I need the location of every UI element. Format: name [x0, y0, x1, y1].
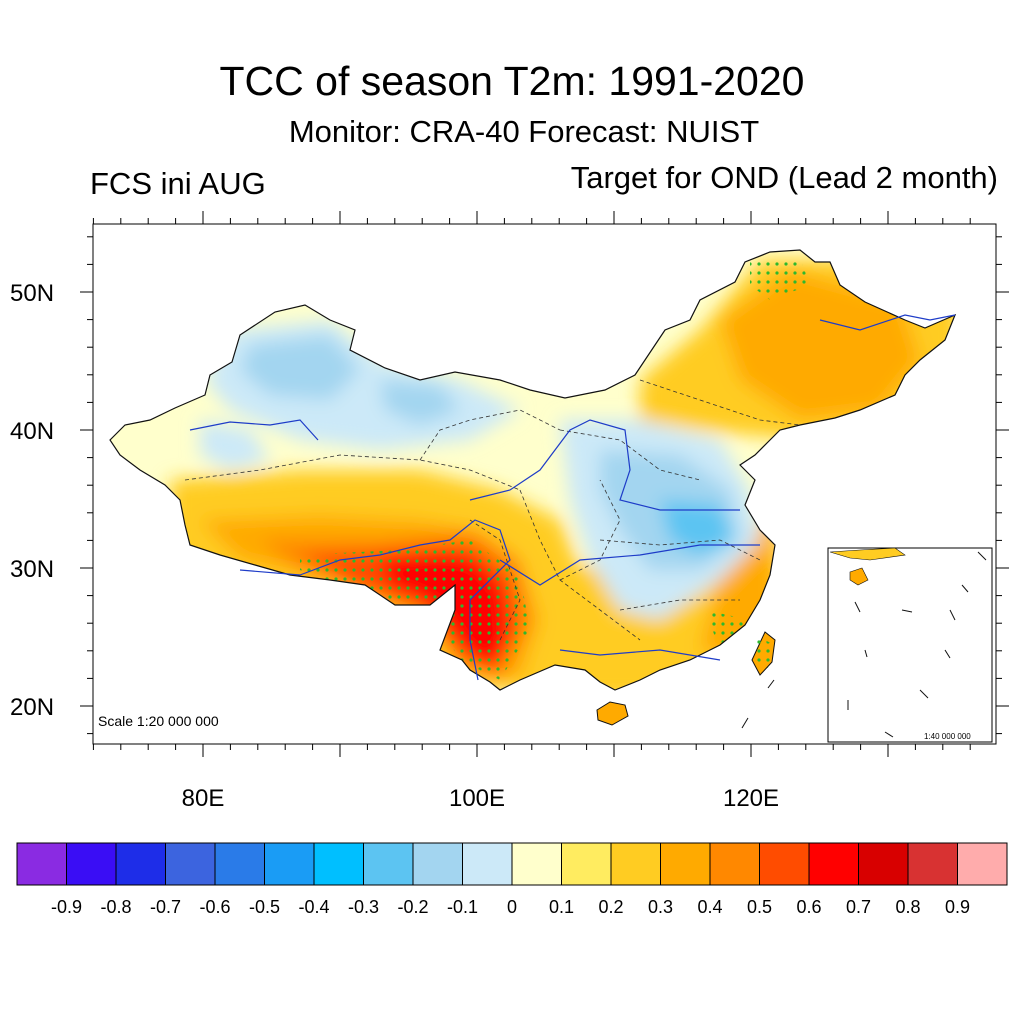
colorbar-swatch — [808, 842, 859, 886]
lat-tick-label: 50N — [10, 280, 54, 307]
colorbar-swatch — [759, 842, 810, 886]
colorbar-swatch — [16, 842, 67, 886]
province-borders — [184, 379, 801, 641]
colorbar-swatch — [858, 842, 909, 886]
colorbar-swatch — [957, 842, 1008, 886]
axis-ticks — [80, 211, 1009, 757]
init-label: FCS ini AUG — [90, 166, 266, 201]
colorbar-tick-label: 0.6 — [796, 897, 822, 917]
target-label: Target for OND (Lead 2 month) — [570, 160, 998, 195]
colorbar-swatch — [709, 842, 760, 886]
colorbar-tick-label: 0 — [506, 897, 518, 917]
lat-tick-label: 20N — [10, 694, 54, 721]
colorbar-swatch — [511, 842, 562, 886]
colorbar-tick-label: 0.7 — [845, 897, 872, 917]
lat-labels: 50N 40N 30N 20N — [10, 280, 54, 721]
colorbar-tick-label: -0.3 — [347, 897, 380, 917]
scale-label: Scale 1:20 000 000 — [98, 713, 219, 729]
colorbar-tick-label: -0.5 — [248, 897, 281, 917]
lon-labels: 80E 100E 120E — [182, 785, 779, 812]
colorbar-swatch — [412, 842, 463, 886]
colorbar — [16, 842, 1008, 886]
colorbar-tick-label: 0.8 — [895, 897, 921, 917]
colorbar-swatch — [907, 842, 958, 886]
colorbar-swatch — [214, 842, 265, 886]
colorbar-swatch — [115, 842, 166, 886]
colorbar-swatch — [561, 842, 612, 886]
colorbar-tick-label: 0.3 — [647, 897, 674, 917]
colorbar-tick-label: 0.2 — [598, 897, 624, 917]
colorbar-swatch — [313, 842, 364, 886]
taiwan-stipple — [754, 635, 775, 668]
lat-tick-label: 30N — [10, 556, 54, 583]
colorbar-tick-label: 0.5 — [746, 897, 773, 917]
colorbar-tick-label: -0.9 — [50, 897, 83, 917]
colorbar-tick-label: 0.4 — [697, 897, 723, 917]
colorbar-swatch — [462, 842, 513, 886]
colorbar-swatch — [264, 842, 315, 886]
colorbar-tick-label: -0.4 — [298, 897, 330, 917]
inset-scale-label: 1:40 000 000 — [924, 732, 971, 741]
hainan-island — [596, 701, 629, 726]
colorbar-swatch — [610, 842, 661, 886]
colorbar-tick-label: 0.1 — [548, 897, 575, 917]
chart-subtitle: Monitor: CRA-40 Forecast: NUIST — [288, 114, 760, 149]
china-outline — [109, 249, 957, 691]
lat-tick-label: 40N — [10, 418, 54, 445]
colorbar-swatch — [660, 842, 711, 886]
rivers — [189, 314, 956, 681]
colorbar-tick-label: -0.8 — [100, 897, 132, 917]
lon-tick-label: 80E — [182, 785, 225, 812]
colorbar-tick-label: -0.1 — [446, 897, 479, 917]
colorbar-tick-label: -0.6 — [199, 897, 231, 917]
lon-tick-label: 120E — [723, 785, 779, 812]
south-china-sea-inset: 1:40 000 000 — [827, 547, 993, 743]
colorbar-tick-label: 0.9 — [944, 897, 971, 917]
colorbar-swatch — [165, 842, 216, 886]
colorbar-swatch — [66, 842, 117, 886]
offshore-marks — [741, 679, 775, 729]
colorbar-swatch — [363, 842, 414, 886]
colorbar-tick-label: -0.7 — [149, 897, 182, 917]
lon-tick-label: 100E — [449, 785, 505, 812]
chart-title: TCC of season T2m: 1991-2020 — [219, 58, 805, 104]
colorbar-tick-label: -0.2 — [397, 897, 429, 917]
